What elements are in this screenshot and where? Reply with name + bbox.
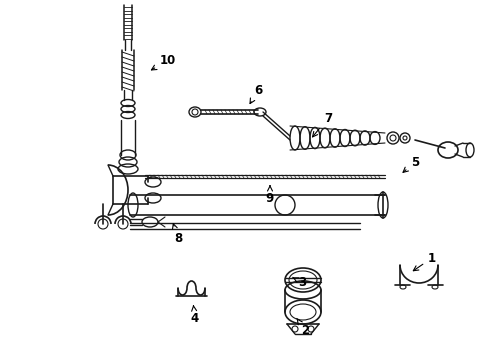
Text: 4: 4	[191, 306, 199, 324]
Text: 9: 9	[266, 186, 274, 204]
Text: 6: 6	[250, 84, 262, 104]
Text: 3: 3	[293, 275, 306, 288]
Text: 1: 1	[414, 252, 436, 271]
Text: 2: 2	[297, 319, 309, 337]
Text: 8: 8	[172, 224, 182, 244]
Text: 10: 10	[151, 54, 176, 70]
Text: 5: 5	[403, 156, 419, 172]
Text: 7: 7	[313, 112, 332, 137]
